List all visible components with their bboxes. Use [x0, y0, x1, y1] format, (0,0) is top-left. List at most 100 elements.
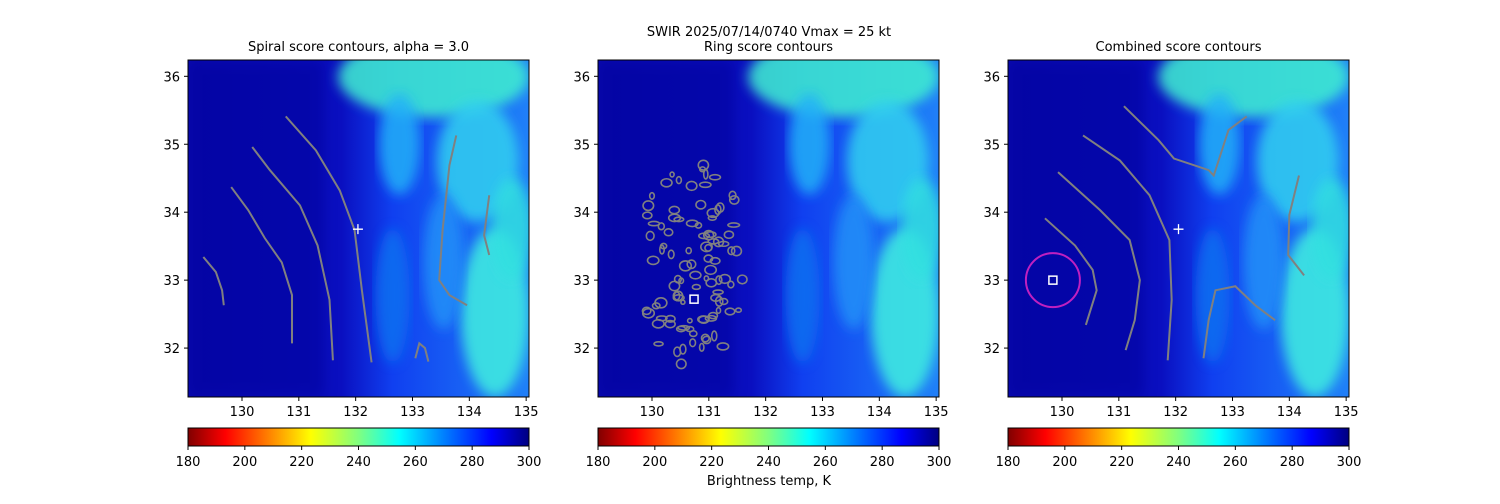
colorbar — [187, 427, 530, 447]
ring-contour — [659, 242, 668, 250]
x-tick-label: 132 — [753, 405, 778, 420]
satellite-image — [188, 60, 529, 397]
colorbar-tick-label: 200 — [642, 455, 667, 470]
ring-contour — [689, 338, 697, 348]
ring-contour — [707, 238, 720, 245]
ring-contour — [705, 278, 718, 288]
contour-line — [202, 256, 225, 306]
ring-contour — [698, 181, 712, 189]
y-tick-label: 33 — [573, 274, 590, 289]
panel-title: Ring score contours — [704, 40, 833, 55]
colorbar-tick-label: 260 — [813, 455, 838, 470]
ring-contour — [669, 171, 675, 178]
x-tick-label: 130 — [230, 405, 255, 420]
ring-contour — [708, 173, 722, 181]
square-marker — [689, 294, 699, 304]
colorbar-tick-label: 300 — [1337, 455, 1362, 470]
ring-contour — [657, 222, 666, 231]
ring-contour — [704, 264, 718, 276]
x-tick-label: 131 — [1106, 405, 1131, 420]
ring-contour — [724, 307, 736, 316]
colorbar-tick-label: 220 — [699, 455, 724, 470]
colorbar-tick-label: 200 — [1052, 455, 1077, 470]
colorbar-tick-label: 180 — [996, 455, 1021, 470]
ring-contour — [668, 280, 681, 292]
y-tick-label: 34 — [573, 206, 590, 221]
square-marker — [1048, 275, 1058, 285]
ring-contour — [736, 274, 748, 285]
y-tick-label: 34 — [163, 206, 180, 221]
y-tick-label: 36 — [163, 70, 180, 85]
ring-contour — [707, 215, 718, 221]
ring-contour — [734, 307, 743, 314]
ring-contour — [678, 277, 685, 285]
x-tick-label: 131 — [286, 405, 311, 420]
ring-contour — [667, 249, 675, 260]
ring-contour — [698, 342, 705, 352]
suptitle: SWIR 2025/07/14/0740 Vmax = 25 kt — [647, 25, 891, 40]
colorbar-tick-label: 180 — [586, 455, 611, 470]
ring-contour — [718, 273, 732, 285]
colorbar-tick-label: 220 — [1109, 455, 1134, 470]
ring-contour — [663, 228, 674, 237]
ring-contour — [704, 314, 718, 322]
x-tick-label: 134 — [1277, 405, 1302, 420]
colorbar-tick-label: 300 — [927, 455, 952, 470]
ring-contour — [714, 204, 722, 216]
x-tick-label: 133 — [810, 405, 835, 420]
colorbar-tick-label: 280 — [460, 455, 485, 470]
ring-contour — [675, 358, 687, 370]
ring-contour — [664, 319, 676, 329]
x-tick-label: 133 — [1220, 405, 1245, 420]
x-tick-label: 135 — [514, 405, 539, 420]
ring-contour — [727, 280, 735, 289]
y-tick-label: 33 — [163, 274, 180, 289]
ring-contour — [728, 194, 740, 205]
panel-title: Spiral score contours, alpha = 3.0 — [248, 40, 469, 55]
plus-marker — [352, 224, 363, 235]
colorbar-tick-label: 220 — [289, 455, 314, 470]
axes-frame — [187, 59, 530, 398]
panel-2: Ring score contours 130 131 132 133 134 135 32 3… — [573, 40, 952, 470]
ring-contour — [701, 335, 712, 345]
ring-contour — [641, 307, 656, 319]
ring-contour — [715, 306, 722, 314]
y-tick-label: 32 — [163, 342, 180, 357]
ring-contour — [691, 283, 702, 291]
ring-contour — [654, 297, 668, 309]
x-tick-label: 135 — [924, 405, 949, 420]
x-tick-label: 134 — [867, 405, 892, 420]
ring-contour — [719, 297, 729, 306]
ring-contour — [660, 177, 673, 188]
x-tick-label: 130 — [640, 405, 665, 420]
ring-contour — [728, 190, 737, 201]
ring-contour — [673, 346, 682, 358]
ring-contour — [641, 211, 653, 220]
axes-frame — [1007, 59, 1350, 398]
ring-contour — [646, 255, 660, 266]
satellite-image — [598, 60, 939, 397]
center-circle — [1024, 252, 1081, 309]
x-tick-label: 134 — [457, 405, 482, 420]
ring-contour — [694, 221, 703, 229]
ring-contour — [698, 232, 711, 240]
panel-1: Spiral score contours, alpha = 3.0 130 131… — [163, 40, 541, 470]
contour-line — [230, 186, 294, 344]
ring-contour — [651, 318, 665, 329]
ring-contour — [653, 341, 664, 347]
colorbar-tick-label: 260 — [403, 455, 428, 470]
ring-contour — [641, 306, 652, 316]
ring-contour — [730, 245, 743, 257]
ring-contour — [658, 244, 666, 255]
ring-contour — [642, 200, 655, 212]
contour-line — [414, 341, 430, 362]
ring-contour — [677, 324, 691, 331]
ring-contour — [675, 325, 687, 333]
contour-line — [1044, 217, 1098, 326]
axes-frame — [597, 59, 940, 398]
contour-line — [483, 195, 491, 256]
ring-contour — [645, 230, 655, 242]
colorbar-tick-label: 280 — [870, 455, 895, 470]
panel-title: Combined score contours — [1096, 40, 1262, 55]
ring-contour — [710, 330, 718, 342]
